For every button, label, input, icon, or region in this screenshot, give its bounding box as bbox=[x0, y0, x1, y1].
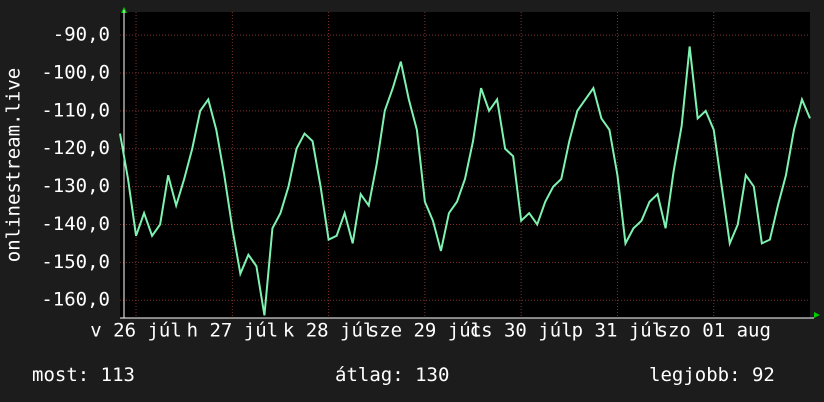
footer-stat: átlag: 130 bbox=[335, 364, 449, 386]
x-tick-label: p 31 júl bbox=[572, 320, 664, 342]
y-tick-label: -110,0 bbox=[41, 99, 110, 121]
x-tick-label: k 28 júl bbox=[283, 320, 375, 342]
stat-label: legjobb: bbox=[649, 364, 741, 386]
x-tick-label: cs 30 júl bbox=[470, 320, 573, 342]
plot-area bbox=[120, 12, 810, 318]
y-tick-label: -160,0 bbox=[41, 289, 110, 311]
stat-value: 130 bbox=[415, 364, 449, 386]
y-tick-label: -130,0 bbox=[41, 175, 110, 197]
footer: most: 113 átlag: 130 legjobb: 92 bbox=[32, 364, 775, 386]
footer-stat: legjobb: 92 bbox=[649, 364, 775, 386]
y-axis-label: onlinestream.live bbox=[3, 68, 25, 262]
y-tick-label: -120,0 bbox=[41, 137, 110, 159]
data-line bbox=[119, 46, 811, 316]
y-tick-label: -150,0 bbox=[41, 251, 110, 273]
stat-value: 113 bbox=[101, 364, 135, 386]
y-tick-label: -140,0 bbox=[41, 213, 110, 235]
stat-label: átlag: bbox=[335, 364, 404, 386]
axis-arrow bbox=[814, 312, 820, 318]
y-tick-label: -90,0 bbox=[53, 24, 110, 46]
y-tick-label: -100,0 bbox=[41, 61, 110, 83]
x-tick-label: h 27 júl bbox=[187, 320, 279, 342]
x-tick-label: v 26 júl bbox=[90, 320, 182, 342]
x-tick-label: szo 01 aug bbox=[657, 320, 771, 342]
x-tick-label: sze 29 júl bbox=[368, 320, 482, 342]
footer-stat: most: 113 bbox=[32, 364, 135, 386]
stat-label: most: bbox=[32, 364, 89, 386]
stat-value: 92 bbox=[752, 364, 775, 386]
